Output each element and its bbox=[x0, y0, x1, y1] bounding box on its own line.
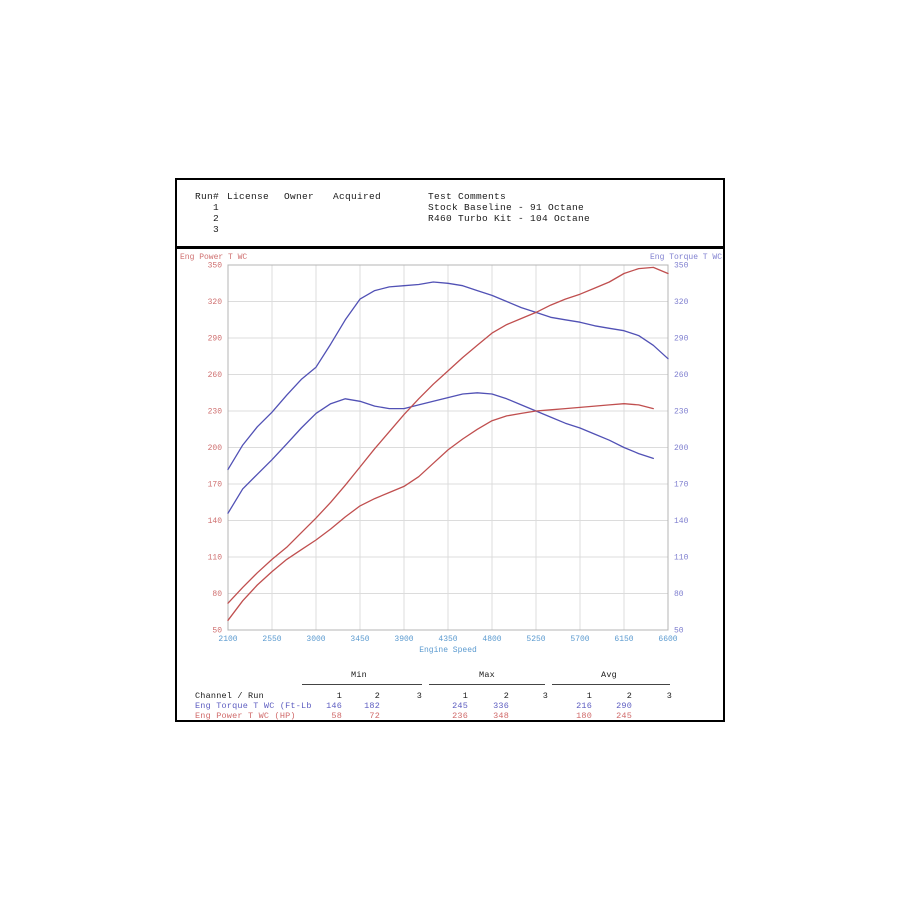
header-separator bbox=[177, 246, 723, 249]
run-col-header: 1 bbox=[336, 691, 342, 701]
left-axis-tick: 320 bbox=[208, 298, 223, 307]
torque-min-1: 146 bbox=[326, 701, 342, 711]
x-axis-title: Engine Speed bbox=[419, 646, 477, 655]
left-axis-tick: 170 bbox=[208, 481, 223, 490]
x-axis-tick: 3900 bbox=[394, 635, 413, 644]
run-col-header: 3 bbox=[416, 691, 422, 701]
power-row-label: Eng Power T WC (HP) bbox=[195, 711, 296, 721]
torque-min-2: 182 bbox=[364, 701, 380, 711]
run-col-header: 2 bbox=[374, 691, 380, 701]
col-license: License bbox=[227, 191, 270, 202]
right-axis-tick: 80 bbox=[674, 590, 684, 599]
left-axis-tick: 230 bbox=[208, 408, 223, 417]
run-col-header: 1 bbox=[462, 691, 468, 701]
torque-max-1: 245 bbox=[452, 701, 468, 711]
left-axis-tick: 80 bbox=[212, 590, 222, 599]
left-axis-tick: 110 bbox=[208, 554, 223, 563]
min-underline bbox=[302, 684, 422, 685]
x-axis-tick: 5250 bbox=[526, 635, 545, 644]
left-axis-tick: 50 bbox=[212, 627, 222, 636]
report-frame: Run# License Owner Acquired Test Comment… bbox=[175, 178, 725, 722]
power-max-2: 348 bbox=[493, 711, 509, 721]
right-axis-tick: 290 bbox=[674, 335, 689, 344]
run-number: 2 bbox=[213, 213, 220, 224]
right-axis-title: Eng Torque T WC bbox=[650, 253, 722, 262]
right-axis-tick: 350 bbox=[674, 262, 689, 271]
torque-avg-2: 290 bbox=[616, 701, 632, 711]
col-run-number: Run# bbox=[195, 191, 220, 202]
curve-eng-power-t-wc-run-1 bbox=[227, 403, 654, 621]
torque-max-2: 336 bbox=[493, 701, 509, 711]
x-axis-tick: 6600 bbox=[658, 635, 677, 644]
dyno-chart: 350 320 290 260 230 200 170 140 110 80 50 350 320 290… bbox=[180, 253, 722, 655]
left-axis-tick: 200 bbox=[208, 444, 223, 453]
x-axis-tick: 3000 bbox=[306, 635, 325, 644]
right-axis-tick: 320 bbox=[674, 298, 689, 307]
curve-eng-torque-t-wc-run-2 bbox=[227, 281, 669, 471]
power-max-1: 236 bbox=[452, 711, 468, 721]
right-axis-tick: 50 bbox=[674, 627, 684, 636]
right-axis-tick: 170 bbox=[674, 481, 689, 490]
power-min-1: 58 bbox=[331, 711, 342, 721]
x-axis-tick: 2100 bbox=[218, 635, 237, 644]
col-owner: Owner bbox=[284, 191, 315, 202]
left-axis-title: Eng Power T WC bbox=[180, 253, 247, 262]
right-axis-tick: 260 bbox=[674, 371, 689, 380]
stats-group-min: Min bbox=[351, 670, 367, 680]
power-avg-1: 180 bbox=[576, 711, 592, 721]
x-axis-tick: 4350 bbox=[438, 635, 457, 644]
curve-eng-power-t-wc-run-2 bbox=[227, 266, 669, 604]
curve-eng-torque-t-wc-run-1 bbox=[227, 392, 654, 514]
x-axis-tick: 3450 bbox=[350, 635, 369, 644]
left-axis-tick: 290 bbox=[208, 335, 223, 344]
run-col-header: 1 bbox=[586, 691, 592, 701]
x-axis-tick: 5700 bbox=[570, 635, 589, 644]
torque-row-label: Eng Torque T WC (Ft-Lb bbox=[195, 701, 312, 711]
run-comment: R460 Turbo Kit - 104 Octane bbox=[428, 213, 591, 224]
power-min-2: 72 bbox=[369, 711, 380, 721]
max-underline bbox=[429, 684, 545, 685]
x-axis-tick: 2550 bbox=[262, 635, 281, 644]
x-axis-tick: 4800 bbox=[482, 635, 501, 644]
col-test-comments: Test Comments bbox=[428, 191, 507, 202]
run-comment: Stock Baseline - 91 Octane bbox=[428, 202, 585, 213]
avg-underline bbox=[552, 684, 670, 685]
run-col-header: 3 bbox=[666, 691, 672, 701]
left-axis-tick: 260 bbox=[208, 371, 223, 380]
right-axis-tick: 230 bbox=[674, 408, 689, 417]
right-axis-tick: 110 bbox=[674, 554, 689, 563]
run-number: 1 bbox=[213, 202, 220, 213]
plot-border bbox=[227, 264, 669, 631]
run-number: 3 bbox=[213, 224, 220, 235]
stats-group-max: Max bbox=[479, 670, 495, 680]
right-axis-tick: 200 bbox=[674, 444, 689, 453]
left-axis-tick: 350 bbox=[208, 262, 223, 271]
run-col-header: 3 bbox=[542, 691, 548, 701]
run-col-header: 2 bbox=[503, 691, 509, 701]
torque-avg-1: 216 bbox=[576, 701, 592, 711]
power-avg-2: 245 bbox=[616, 711, 632, 721]
run-col-header: 2 bbox=[626, 691, 632, 701]
stats-group-avg: Avg bbox=[601, 670, 617, 680]
x-axis-tick: 6150 bbox=[614, 635, 633, 644]
left-axis-tick: 140 bbox=[208, 517, 223, 526]
col-acquired: Acquired bbox=[333, 191, 382, 202]
right-axis-tick: 140 bbox=[674, 517, 689, 526]
channel-run-label: Channel / Run bbox=[195, 691, 264, 701]
